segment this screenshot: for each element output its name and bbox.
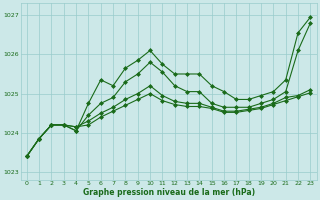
X-axis label: Graphe pression niveau de la mer (hPa): Graphe pression niveau de la mer (hPa) <box>83 188 255 197</box>
